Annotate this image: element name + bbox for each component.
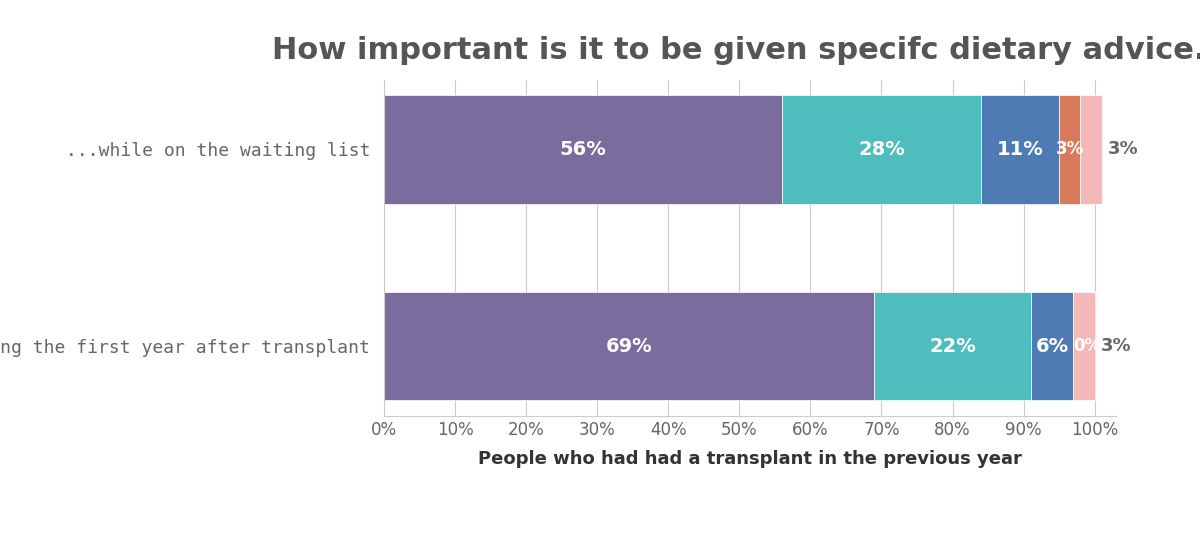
Title: How important is it to be given specifc dietary advice...: How important is it to be given specifc … (271, 36, 1200, 65)
Text: 56%: 56% (559, 140, 606, 159)
Bar (1060, 95, 1080, 204)
X-axis label: People who had had a transplant in the previous year: People who had had a transplant in the p… (478, 450, 1022, 468)
Bar (1073, 292, 1094, 400)
Bar (875, 292, 1031, 400)
Bar (980, 95, 1060, 204)
Bar (782, 95, 980, 204)
Text: 0%: 0% (1073, 337, 1102, 356)
Bar (384, 95, 782, 204)
Text: 28%: 28% (858, 140, 905, 159)
Bar (384, 292, 875, 400)
Text: 3%: 3% (1108, 140, 1138, 158)
Bar (1080, 95, 1102, 204)
Text: 69%: 69% (606, 337, 653, 356)
Text: 22%: 22% (929, 337, 976, 356)
Text: 11%: 11% (997, 140, 1044, 159)
Text: 3%: 3% (1100, 337, 1130, 356)
Bar (1031, 292, 1073, 400)
Text: 6%: 6% (1036, 337, 1069, 356)
Text: 3%: 3% (1056, 140, 1084, 158)
